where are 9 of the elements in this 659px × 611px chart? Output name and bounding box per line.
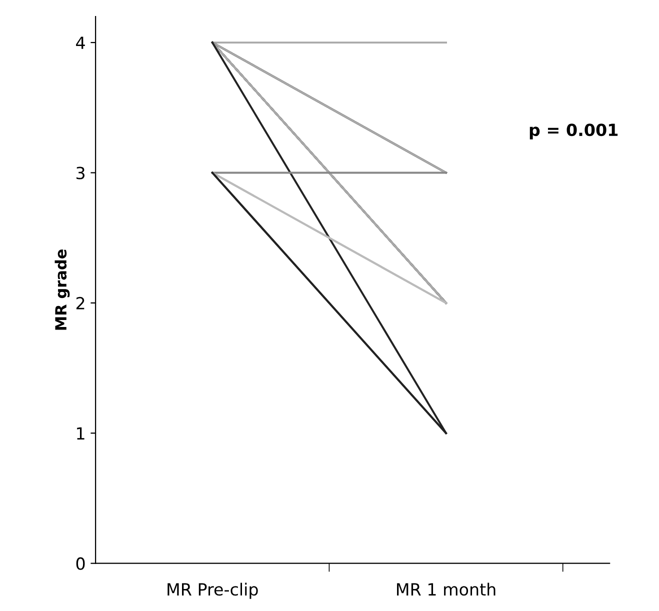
x-tick-label: MR Pre-clip — [168, 582, 258, 599]
annotation: p = 0.001 — [530, 124, 618, 140]
x-tick-label: MR 1 month — [397, 582, 496, 596]
y-tick-label: 4 — [76, 36, 85, 49]
y-tick-label: 1 — [77, 427, 84, 440]
y-axis-title: MR grade — [54, 249, 70, 330]
y-tick-label: 2 — [76, 296, 84, 310]
y-tick-label: 0 — [76, 557, 85, 570]
y-tick-label: 3 — [76, 166, 84, 180]
